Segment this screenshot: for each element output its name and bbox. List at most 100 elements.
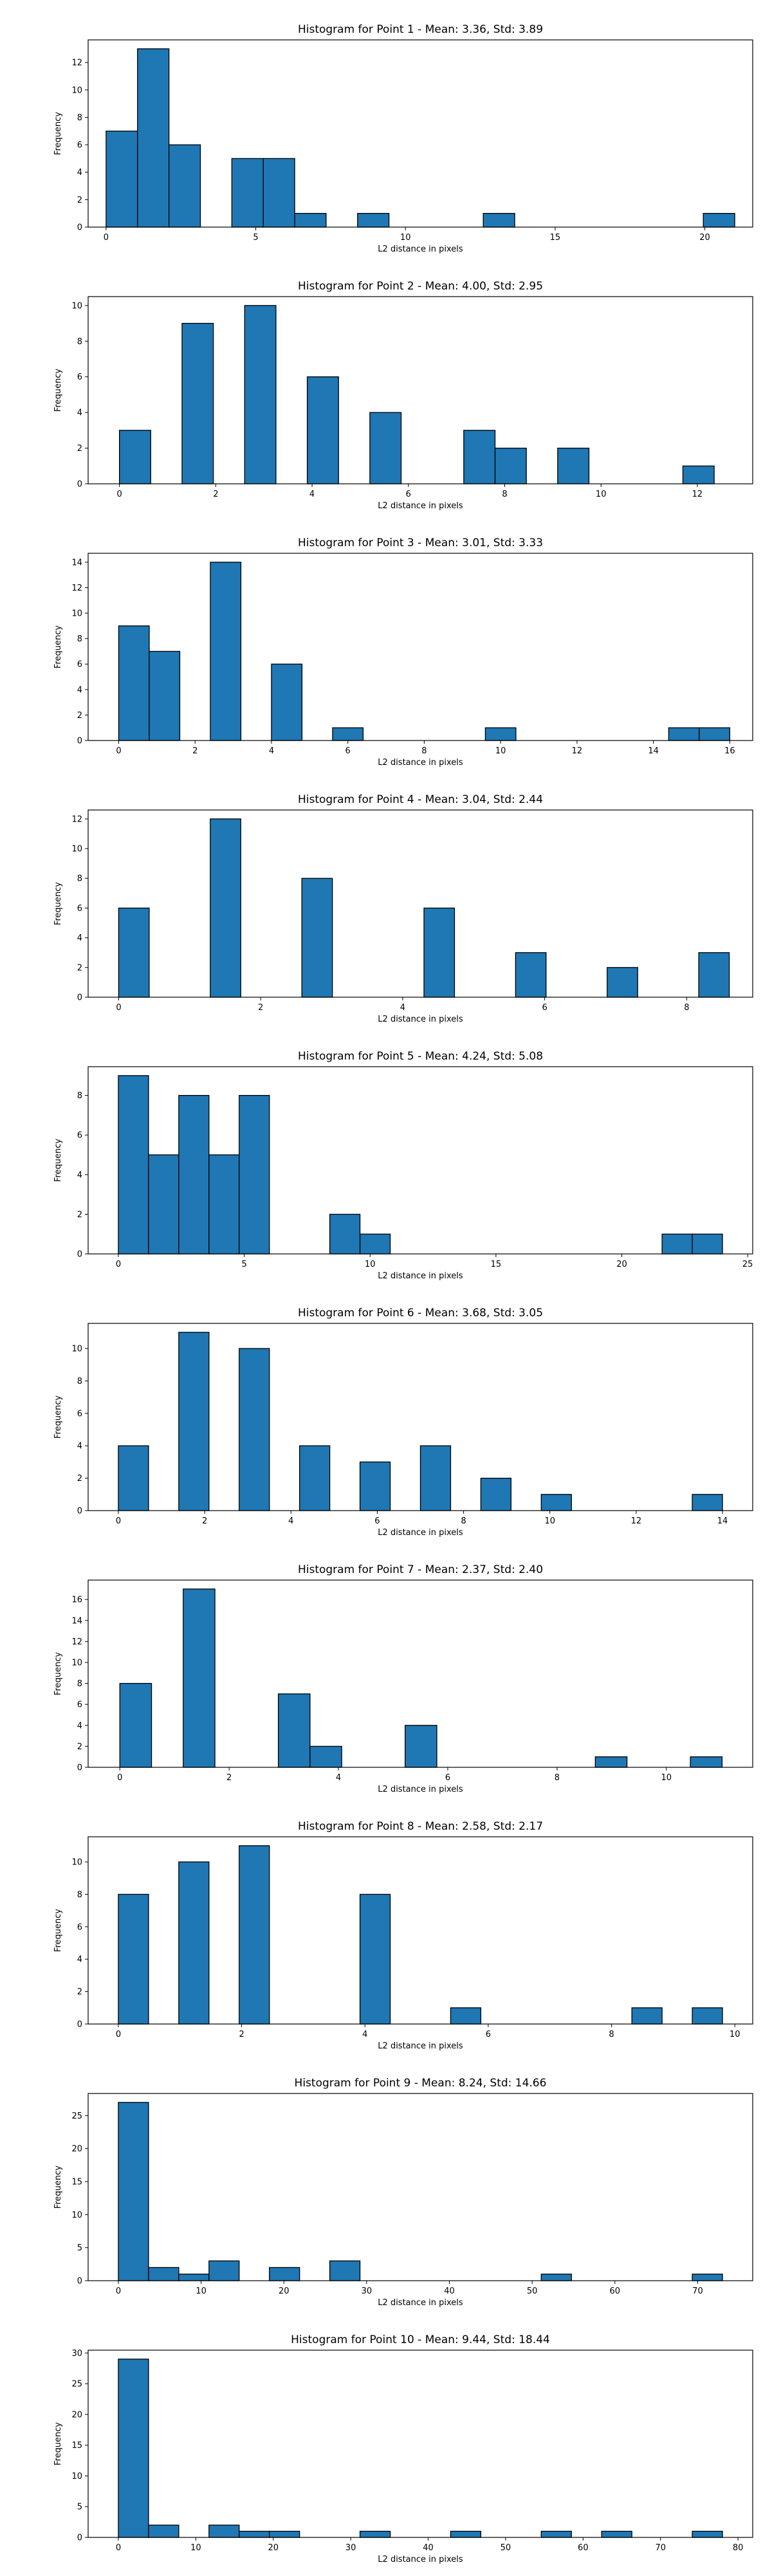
- x-axis-label: L2 distance in pixels: [378, 1785, 463, 1794]
- y-axis-label: Frequency: [53, 2422, 63, 2465]
- x-tick-label: 2: [192, 746, 198, 756]
- y-axis-label: Frequency: [53, 369, 63, 412]
- x-tick-label: 4: [336, 1773, 341, 1783]
- x-tick-label: 0: [104, 233, 109, 243]
- histogram-bar: [118, 1075, 149, 1255]
- histogram-bar: [269, 2530, 300, 2538]
- y-axis-label: Frequency: [53, 2166, 63, 2209]
- chart-title: Histogram for Point 1 - Mean: 3.36, Std:…: [298, 23, 543, 36]
- x-tick-label: 14: [648, 746, 659, 756]
- y-axis-label: Frequency: [53, 1652, 63, 1695]
- x-tick-label: 10: [365, 1260, 376, 1269]
- y-tick-label: 2: [77, 963, 82, 973]
- histogram-bar: [148, 2525, 179, 2538]
- histogram-bar: [540, 2274, 572, 2281]
- x-tick-label: 0: [116, 1516, 121, 1526]
- axes-frame: [87, 2093, 753, 2281]
- x-tick-label: 20: [616, 1260, 627, 1269]
- histogram-bar: [178, 1095, 210, 1255]
- histogram-bar: [208, 1154, 240, 1255]
- histogram-bar: [405, 1725, 437, 1768]
- x-tick-label: 5: [253, 233, 258, 243]
- x-tick-label: 12: [572, 746, 583, 756]
- bar-series: [118, 1332, 723, 1511]
- y-tick-label: 15: [71, 2441, 82, 2451]
- histogram-bar: [484, 727, 517, 741]
- histogram-bar: [271, 663, 303, 741]
- y-tick-label: 0: [77, 480, 82, 490]
- y-tick-label: 8: [77, 634, 82, 644]
- histogram-bar: [359, 1233, 391, 1255]
- histogram-bar: [119, 1682, 152, 1768]
- y-tick-label: 12: [71, 584, 82, 593]
- x-axis-label: L2 distance in pixels: [378, 2041, 463, 2051]
- x-tick-label: 0: [117, 1773, 122, 1783]
- y-tick-label: 10: [71, 2472, 82, 2481]
- x-tick-label: 15: [550, 233, 561, 243]
- bar-series: [118, 2359, 723, 2538]
- y-tick-label: 20: [71, 2410, 82, 2420]
- chart-panel-6: Histogram for Point 6 - Mean: 3.68, Std:…: [53, 1307, 753, 1538]
- x-axis-label: L2 distance in pixels: [378, 2555, 463, 2564]
- axes-frame: [87, 809, 753, 998]
- histogram-bar: [692, 2274, 723, 2281]
- x-tick-label: 4: [288, 1516, 293, 1526]
- y-tick-label: 15: [71, 2178, 82, 2187]
- y-tick-label: 2: [77, 1210, 82, 1220]
- y-tick-label: 12: [71, 1637, 82, 1647]
- histogram-bar: [692, 2530, 723, 2538]
- histogram-bar: [118, 2359, 149, 2538]
- histogram-bar: [463, 430, 496, 484]
- histogram-bar: [118, 907, 150, 998]
- x-tick-label: 8: [421, 746, 427, 756]
- histogram-bar: [359, 1461, 391, 1511]
- y-tick-label: 10: [71, 1858, 82, 1868]
- histogram-bar: [482, 213, 515, 228]
- histogram-bar: [668, 727, 700, 741]
- x-tick-label: 20: [279, 2286, 290, 2296]
- y-tick-label: 0: [77, 2277, 82, 2286]
- chart-panel-4: Histogram for Point 4 - Mean: 3.04, Std:…: [53, 793, 753, 1024]
- chart-panel-10: Histogram for Point 10 - Mean: 9.44, Std…: [53, 2333, 753, 2564]
- y-tick-label: 8: [77, 1377, 82, 1386]
- histogram-bar: [178, 2274, 210, 2281]
- bar-series: [118, 562, 731, 741]
- bar-series: [118, 1845, 723, 2025]
- x-tick-label: 14: [717, 1516, 728, 1526]
- x-tick-label: 25: [742, 1260, 753, 1269]
- bar-series: [118, 2102, 723, 2281]
- y-axis-label: Frequency: [53, 1909, 63, 1952]
- y-tick-label: 4: [77, 1955, 82, 1965]
- y-tick-label: 0: [77, 737, 82, 746]
- x-tick-label: 40: [423, 2543, 434, 2553]
- x-tick-label: 12: [692, 490, 703, 499]
- x-tick-label: 8: [684, 1003, 689, 1013]
- y-tick-label: 2: [77, 711, 82, 721]
- y-tick-label: 0: [77, 2534, 82, 2543]
- x-tick-label: 2: [258, 1003, 263, 1013]
- histogram-bar: [359, 1893, 391, 2025]
- histogram-bar: [262, 158, 295, 228]
- y-axis-label: Frequency: [53, 625, 63, 668]
- histogram-bar: [119, 430, 151, 484]
- x-tick-label: 30: [345, 2543, 356, 2553]
- x-tick-label: 0: [116, 2286, 121, 2296]
- histogram-bar: [540, 2530, 572, 2538]
- axes-frame: [87, 39, 753, 228]
- x-tick-label: 60: [610, 2286, 621, 2296]
- axes-frame: [87, 1579, 753, 1768]
- y-tick-label: 10: [71, 845, 82, 854]
- x-tick-label: 15: [491, 1260, 502, 1269]
- histogram-bar: [332, 727, 364, 741]
- x-tick-label: 20: [699, 233, 710, 243]
- histogram-bar: [148, 2267, 179, 2281]
- y-tick-label: 8: [77, 1679, 82, 1689]
- x-tick-label: 0: [116, 2030, 121, 2039]
- bar-series: [118, 818, 730, 998]
- histogram-bar: [594, 1756, 628, 1768]
- chart-title: Histogram for Point 9 - Mean: 8.24, Std:…: [295, 2077, 547, 2090]
- y-tick-label: 25: [71, 2380, 82, 2389]
- y-tick-label: 10: [71, 86, 82, 95]
- x-tick-label: 10: [400, 233, 411, 243]
